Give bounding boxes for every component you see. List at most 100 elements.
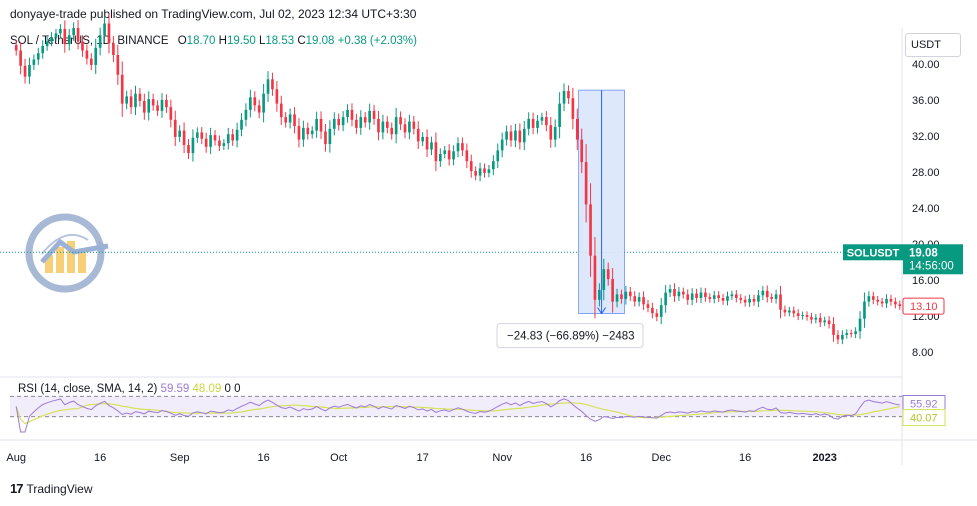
rsi-pane xyxy=(10,395,902,433)
candle-body xyxy=(779,294,782,310)
candle-body xyxy=(509,131,513,141)
candle-body xyxy=(894,301,897,305)
price-tick-label: 28.00 xyxy=(912,167,940,179)
open-label: O xyxy=(177,35,187,47)
candle-body xyxy=(377,118,380,133)
measure-tool: −24.83 (−66.89%) −2483 xyxy=(496,89,644,349)
grid-layer xyxy=(0,28,977,465)
high-label: H xyxy=(218,35,227,47)
candle-body xyxy=(783,309,787,313)
time-tick-label: Sep xyxy=(170,452,190,464)
candle-body xyxy=(637,297,641,302)
candle-body xyxy=(531,118,535,128)
candle-body xyxy=(151,99,155,106)
candle-body xyxy=(447,150,451,160)
marker-price-tag: 13.10 xyxy=(910,301,938,313)
candle-body xyxy=(19,50,22,66)
candle-body xyxy=(368,110,371,123)
candle-body xyxy=(880,301,884,304)
candle-body xyxy=(456,143,460,152)
candle-body xyxy=(615,294,619,302)
price-tick-label: 16.00 xyxy=(912,275,940,287)
candle-body xyxy=(443,150,447,154)
candle-body xyxy=(138,93,142,101)
candle-body xyxy=(898,304,902,307)
rsi-value: 59.59 xyxy=(160,383,190,395)
candle-body xyxy=(399,117,402,125)
candle-body xyxy=(681,291,685,295)
candle-body xyxy=(522,128,526,143)
candle-body xyxy=(452,151,455,160)
candle-body xyxy=(434,142,438,162)
time-tick-label: 16 xyxy=(739,452,751,464)
candle-body xyxy=(341,117,345,126)
candle-body xyxy=(328,128,332,145)
candle-body xyxy=(752,298,756,302)
candle-body xyxy=(315,118,318,131)
measure-box xyxy=(578,89,625,314)
candle-body xyxy=(297,126,301,140)
candle-body xyxy=(89,58,93,65)
candle-body xyxy=(757,295,760,302)
candle-body xyxy=(841,334,844,340)
candle-body xyxy=(390,127,394,135)
candle-body xyxy=(103,23,106,36)
candle-body xyxy=(810,316,813,320)
candle-body xyxy=(832,324,835,335)
symbol-tag: SOLUSDT xyxy=(847,247,900,259)
candle-body xyxy=(469,161,473,172)
price-tick-label: 8.00 xyxy=(912,347,933,359)
price-tick-label: 24.00 xyxy=(912,203,940,215)
candle-body xyxy=(337,118,341,126)
time-tick-label: 16 xyxy=(94,452,106,464)
last-price-tag: 19.08 xyxy=(909,247,938,259)
candle-body xyxy=(695,293,698,298)
candle-body xyxy=(363,117,367,123)
price-tick-label: 40.00 xyxy=(912,59,940,71)
candle-body xyxy=(774,294,778,299)
time-tick-label: Dec xyxy=(651,452,671,464)
candle-body xyxy=(770,297,773,299)
candle-body xyxy=(836,334,840,340)
rsi-line xyxy=(15,398,900,433)
candle-body xyxy=(889,298,893,302)
candle-body xyxy=(651,307,654,314)
candle-body xyxy=(628,291,632,297)
candle-body xyxy=(739,298,743,300)
candle-body xyxy=(288,114,292,123)
rsi-extra-2: 0 xyxy=(234,383,241,395)
candle-body xyxy=(536,120,539,128)
candle-body xyxy=(302,127,305,140)
candle-body xyxy=(505,131,508,140)
currency-button[interactable]: USDT xyxy=(905,33,961,57)
publish-header: donyaye-trade published on TradingView.c… xyxy=(10,7,417,21)
candle-body xyxy=(721,298,725,301)
candle-body xyxy=(143,100,146,113)
measure-label-box xyxy=(496,323,644,349)
candle-body xyxy=(226,134,230,144)
candle-body xyxy=(129,96,133,108)
candle-body xyxy=(319,118,323,132)
symbol-title[interactable]: SOL / TetherUS, 1D, BINANCE xyxy=(10,35,169,47)
candle-body xyxy=(23,65,27,77)
candle-body xyxy=(708,297,712,299)
rsi-tag: 55.92 xyxy=(910,398,938,410)
candle-body xyxy=(726,296,729,301)
high-value: 19.50 xyxy=(226,35,256,47)
candle-body xyxy=(876,299,880,302)
candle-body xyxy=(156,105,159,111)
candle-body xyxy=(589,204,592,256)
candle-body xyxy=(827,320,831,325)
rsi-title[interactable]: RSI (14, close, SMA, 14, 2) xyxy=(18,383,158,395)
watermark-logo-icon xyxy=(25,213,109,293)
candle-body xyxy=(743,299,747,303)
rsi-band xyxy=(10,396,902,417)
candle-body xyxy=(160,100,164,111)
rsi-tag-bg xyxy=(902,394,946,412)
candle-body xyxy=(606,269,610,280)
candle-body xyxy=(359,117,363,128)
price-axis: 8.00 12.00 16.00 20.00 24.00 28.00 32.00 36.00 4… xyxy=(912,59,940,359)
candle-body xyxy=(116,55,120,75)
candle-body xyxy=(659,305,663,317)
